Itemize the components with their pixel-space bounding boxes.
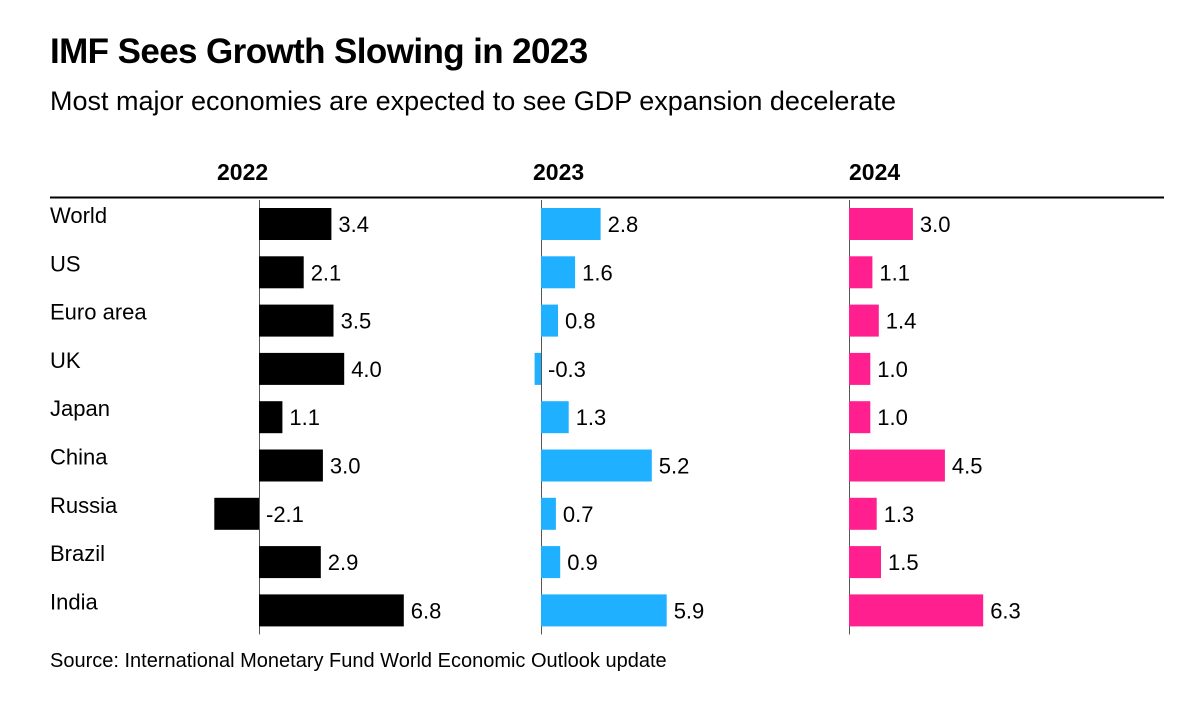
value-label-2023: 0.8: [565, 309, 596, 334]
row-label: Euro area: [50, 300, 147, 325]
row-label: Japan: [50, 396, 110, 421]
value-label-2022: 6.8: [411, 598, 442, 623]
value-label-2023: 1.6: [582, 260, 613, 285]
value-label-2022: 3.5: [341, 309, 372, 334]
row-label: UK: [50, 348, 81, 373]
value-label-2023: 5.9: [674, 598, 705, 623]
value-label-2024: 6.3: [990, 598, 1021, 623]
value-label-2022: 3.4: [338, 212, 369, 237]
row-label: US: [50, 251, 81, 276]
value-label-2023: 0.7: [563, 502, 594, 527]
bar-2024: [849, 208, 913, 240]
value-label-2022: 4.0: [351, 357, 382, 382]
bar-2024: [849, 498, 877, 530]
value-label-2022: 1.1: [289, 405, 320, 430]
row-label: India: [50, 589, 98, 614]
value-label-2024: 3.0: [920, 212, 951, 237]
bar-2022: [259, 305, 334, 337]
bar-2023: [541, 305, 558, 337]
bar-2023: [541, 498, 556, 530]
bar-2024: [849, 594, 983, 626]
value-label-2023: 2.8: [608, 212, 639, 237]
row-label: China: [50, 445, 108, 470]
bar-2023: [541, 450, 652, 482]
row-label: Brazil: [50, 541, 105, 566]
column-header-2024: 2024: [849, 159, 900, 185]
bar-2022: [259, 256, 304, 288]
row-label: World: [50, 203, 107, 228]
bar-2022: [259, 208, 331, 240]
value-label-2024: 1.4: [886, 309, 917, 334]
bar-2023: [541, 594, 667, 626]
value-label-2022: -2.1: [266, 502, 304, 527]
value-label-2023: 0.9: [567, 550, 598, 575]
bar-2023: [541, 401, 569, 433]
bar-2023: [541, 546, 560, 578]
value-label-2023: 5.2: [659, 454, 690, 479]
bar-2024: [849, 353, 870, 385]
value-label-2024: 4.5: [952, 454, 983, 479]
value-label-2024: 1.1: [879, 260, 910, 285]
column-header-2022: 2022: [217, 159, 268, 185]
bar-2022: [214, 498, 259, 530]
value-label-2023: -0.3: [548, 357, 586, 382]
bar-2022: [259, 450, 323, 482]
bar-2022: [259, 594, 404, 626]
value-label-2022: 2.9: [328, 550, 359, 575]
chart-area: 2022 2023 2024 World 3.4 2.8 3.0 US 2.1 1.6 1.1 Eur…: [0, 0, 1188, 710]
value-label-2023: 1.3: [576, 405, 607, 430]
bar-2022: [259, 546, 321, 578]
bar-2023: [541, 208, 601, 240]
bar-2024: [849, 401, 870, 433]
column-header-2023: 2023: [533, 159, 584, 185]
value-label-2022: 3.0: [330, 454, 361, 479]
value-label-2024: 1.0: [877, 405, 908, 430]
bar-2024: [849, 256, 872, 288]
value-label-2024: 1.3: [884, 502, 915, 527]
bar-2023: [535, 353, 541, 385]
bar-2024: [849, 546, 881, 578]
source-note: Source: International Monetary Fund Worl…: [50, 650, 667, 673]
value-label-2022: 2.1: [311, 260, 342, 285]
bar-2022: [259, 401, 282, 433]
value-label-2024: 1.5: [888, 550, 919, 575]
value-label-2024: 1.0: [877, 357, 908, 382]
bar-2024: [849, 305, 879, 337]
bar-2022: [259, 353, 344, 385]
bar-2023: [541, 256, 575, 288]
row-label: Russia: [50, 493, 118, 518]
bar-2024: [849, 450, 945, 482]
